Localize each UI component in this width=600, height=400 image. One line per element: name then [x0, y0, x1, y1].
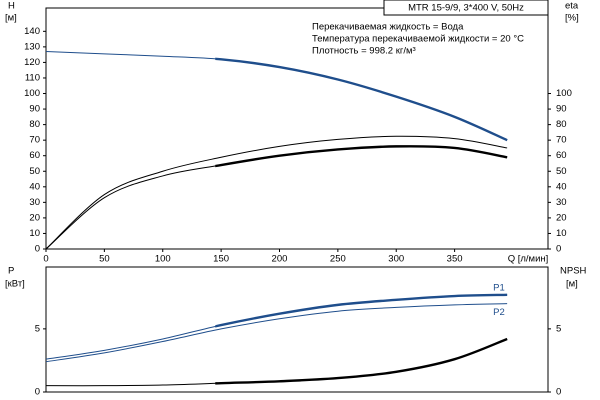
- curve: [45, 303, 508, 363]
- y-tick-label: 140: [24, 26, 40, 37]
- y-tick-label: 0: [35, 244, 40, 255]
- y-tick-label: 70: [29, 135, 40, 146]
- note: Плотность = 998.2 кг/м³: [312, 46, 416, 57]
- curve-bold: [215, 293, 508, 328]
- y2-label: NPSH: [560, 266, 587, 277]
- curve-bold: [215, 57, 508, 142]
- y-tick-label: 30: [29, 197, 40, 208]
- y2-tick-label: 0: [556, 387, 561, 398]
- model: MTR 15-9/9, 3*400 V, 50Hz: [408, 3, 524, 14]
- x-tick-label: 200: [272, 254, 288, 265]
- y2-tick-label: 90: [556, 104, 567, 115]
- y-label: P: [8, 266, 14, 277]
- y-tick-label: 100: [24, 88, 40, 99]
- note: Перекачиваемая жидкость = Вода: [312, 22, 464, 33]
- y2-tick-label: 5: [556, 323, 561, 334]
- y-label: H: [8, 1, 15, 12]
- y2-unit: [%]: [565, 13, 579, 24]
- curve-bold: [215, 145, 508, 168]
- x-tick-label: 300: [388, 254, 404, 265]
- y-tick-label: 60: [29, 150, 40, 161]
- y-unit: [кВт]: [5, 279, 25, 290]
- note: Температура перекачиваемой жидкости = 20…: [312, 34, 524, 45]
- y-tick-label: 130: [24, 41, 40, 52]
- x-tick-label: 150: [213, 254, 229, 265]
- curve: [45, 338, 508, 387]
- y2-tick-label: 0: [556, 244, 561, 255]
- curve: [45, 145, 508, 250]
- y-tick-label: 5: [35, 323, 40, 334]
- y2-tick-label: 20: [556, 212, 567, 223]
- curve-bold: [215, 337, 508, 385]
- y-tick-label: 40: [29, 181, 40, 192]
- y-tick-label: 110: [25, 72, 40, 83]
- y-tick-label: 0: [35, 387, 40, 398]
- x-tick-label: 350: [447, 254, 463, 265]
- curve: [45, 135, 508, 250]
- y2-tick-label: 80: [556, 119, 567, 130]
- curve: [45, 294, 508, 360]
- plot-frame: [45, 266, 549, 393]
- y2-tick-label: 30: [556, 197, 567, 208]
- y-tick-label: 90: [29, 104, 40, 115]
- model-box: [383, 0, 549, 16]
- plot-frame: [45, 7, 549, 250]
- y2-label: eta: [565, 1, 579, 12]
- legend-label: P2: [493, 307, 505, 318]
- y-tick-label: 10: [29, 228, 40, 239]
- y-tick-label: 80: [29, 119, 40, 130]
- x-tick-label: 100: [155, 254, 171, 265]
- x-tick-label: 0: [43, 254, 48, 265]
- y-tick-label: 50: [29, 166, 40, 177]
- x-tick-label: 250: [330, 254, 346, 265]
- y-tick-label: 20: [29, 212, 40, 223]
- x-tick-label: 50: [99, 254, 110, 265]
- x-label: Q [л/мин]: [508, 254, 549, 265]
- y2-tick-label: 60: [556, 150, 567, 161]
- y-tick-label: 120: [24, 57, 40, 68]
- y2-tick-label: 10: [556, 228, 567, 239]
- y2-tick-label: 70: [556, 135, 567, 146]
- y2-tick-label: 40: [556, 181, 567, 192]
- y2-tick-label: 100: [556, 88, 572, 99]
- curve: [45, 51, 508, 141]
- legend-label: P1: [493, 282, 505, 293]
- y2-tick-label: 50: [556, 166, 567, 177]
- y2-unit: [м]: [566, 279, 578, 290]
- y-unit: [м]: [5, 13, 17, 24]
